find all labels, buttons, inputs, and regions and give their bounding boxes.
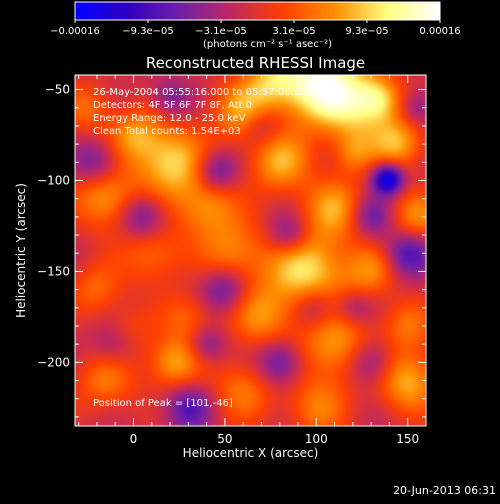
- peak-position-label: Position of Peak = [101,-46]: [93, 398, 233, 409]
- x-tick-label: 150: [396, 432, 419, 446]
- y-tick-label: −50: [45, 83, 70, 97]
- colorbar-frame: [74, 1, 441, 21]
- x-axis-label: Heliocentric X (arcsec): [183, 446, 319, 460]
- colorbar-units: (photons cm⁻² s⁻¹ asec⁻²): [203, 39, 332, 50]
- y-tick-label: −100: [37, 173, 70, 187]
- colorbar-tick-label: 3.1e−05: [272, 26, 315, 37]
- colorbar-ticks: −0.00016 −9.3e−05 −3.1e−05 3.1e−05 9.3e−05 0.…: [50, 20, 461, 37]
- colorbar-tick-label: −9.3e−05: [122, 26, 174, 37]
- annotation-line: Energy Range: 12.0 - 25.0 keV: [93, 113, 246, 124]
- colorbar-tick-label: −3.1e−05: [195, 26, 247, 37]
- timestamp: 20-Jun-2013 06:31: [393, 484, 496, 497]
- heatmap-image: [75, 75, 426, 426]
- x-tick-label: 100: [305, 432, 328, 446]
- colorbar-tick-label: −0.00016: [50, 26, 100, 37]
- annotation-block: 26-May-2004 05:55:16.000 to 05:57:00.000…: [93, 87, 313, 137]
- y-tick-label: −200: [37, 355, 70, 369]
- annotation-line: Clean Total counts: 1.54E+03: [93, 126, 241, 137]
- annotation-line: Detectors: 4F 5F 6F 7F 8F, Att 0: [93, 100, 252, 111]
- colorbar-tick-label: 0.00016: [419, 26, 460, 37]
- x-tick-label: 50: [217, 432, 232, 446]
- chart-title: Reconstructed RHESSI Image: [146, 54, 365, 72]
- y-axis-label: Heliocentric Y (arcsec): [14, 183, 28, 318]
- colorbar-gradient: [75, 2, 440, 20]
- axis-ticks: 0 50 100 150 −50 −100 −150 −200: [37, 75, 427, 446]
- plot-frame: [74, 74, 427, 427]
- x-tick-label: 0: [130, 432, 138, 446]
- y-tick-label: −150: [37, 264, 70, 278]
- colorbar-tick-label: 9.3e−05: [345, 26, 388, 37]
- annotation-line: 26-May-2004 05:55:16.000 to 05:57:00.000: [93, 87, 313, 98]
